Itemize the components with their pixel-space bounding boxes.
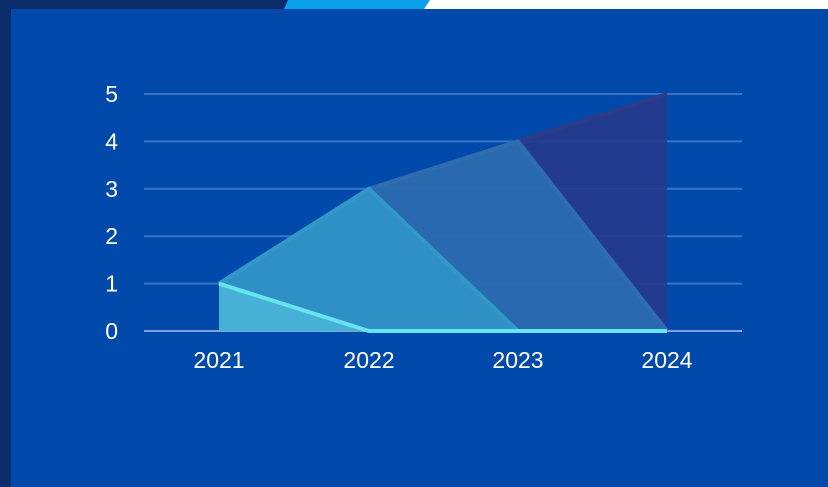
y-tick-label: 2 [105,223,118,249]
area-series [219,94,667,331]
y-tick-label: 0 [105,318,118,344]
x-tick-label: 2021 [193,347,244,373]
y-tick-label: 1 [105,271,118,297]
y-tick-label: 5 [105,81,118,107]
x-tick-label: 2023 [492,347,543,373]
x-tick-label: 2022 [343,347,394,373]
y-tick-label: 3 [105,176,118,202]
x-axis-ticks: 2021 2022 2023 2024 [193,347,692,373]
y-axis-ticks: 0 1 2 3 4 5 [105,81,118,344]
y-tick-label: 4 [105,128,118,154]
x-tick-label: 2024 [641,347,692,373]
